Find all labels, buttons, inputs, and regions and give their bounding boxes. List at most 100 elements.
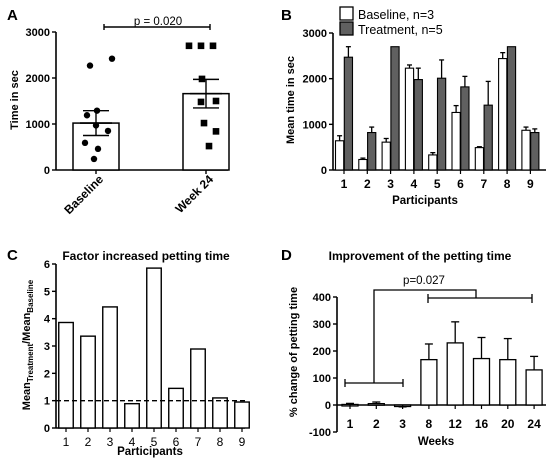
panel-b-bar-baseline [404,67,415,171]
panel-b-bar-baseline [358,158,368,171]
panel-a-y-tick-label: 0 [44,165,50,177]
panel-b-bar-treatment [390,46,400,171]
panel-d-y-tick-label: 300 [313,319,331,331]
panel-b-letter: B [281,7,292,24]
panel-a-point-baseline [81,139,89,147]
panel-d-y-tick-label: 0 [325,400,331,412]
panel-d-bar [499,358,517,406]
panel-d-x-tick-label: 20 [501,417,515,431]
panel-c-bar [146,267,162,429]
panel-c-y-tick-label: 0 [44,423,50,435]
panel-d-bar [367,402,385,406]
panel-a-point-week24 [212,97,220,105]
panel-c-letter: C [7,247,18,264]
panel-c-y-tick-label: 4 [44,314,51,326]
panel-b: Mean time in sec Participants Baseline, … [285,6,546,207]
panel-d-y-tick-label: 100 [313,373,331,385]
panel-a-point-baseline [90,155,98,163]
panel-d-bar [420,358,438,406]
panel-c-y-tick-label: 5 [44,286,50,298]
panel-d-x-tick-label: 2 [373,417,380,431]
panel-c-y-tick-label: 1 [44,396,50,408]
panel-a-point-baseline [92,122,100,129]
panel-b-y-tick-label: 3000 [303,28,327,40]
panel-d-group-bracket-late [427,294,533,303]
panel-a-point-week24 [209,42,217,50]
panel-d-bar [472,357,491,406]
panel-d-y-tick-label: 400 [313,292,331,304]
panel-d-x-tick-label: 16 [475,417,489,431]
panel-a: Time in sec p = 0.020 0 1000 2000 3000 Basel… [9,16,230,217]
panel-a-y-tick-label: 1000 [26,119,50,131]
panel-c-x-tick-label: 6 [173,435,180,449]
panel-c-title: Factor increased petting time [62,249,230,263]
panel-c: Factor increased petting time MeanTreatm… [21,249,250,458]
panel-b-bar-treatment [530,132,540,171]
legend-swatch-treatment [339,21,354,36]
panel-a-point-week24 [205,142,213,150]
panel-b-bar-baseline [381,141,391,171]
panel-c-x-tick-label: 1 [63,435,70,449]
panel-a-point-week24 [197,42,205,50]
panel-a-point-week24 [198,75,206,83]
panel-c-bar [80,335,96,429]
panel-b-bar-treatment [343,56,354,171]
panel-a-point-baseline [108,55,116,62]
panel-c-bar [190,348,206,429]
panel-d-x-tick-label: 24 [527,417,541,431]
panel-b-y-tick-label: 0 [321,165,327,177]
panel-a-y-tick-label: 2000 [26,73,50,85]
panel-c-y-tick-label: 2 [44,368,50,380]
panel-b-bar-treatment [367,132,377,171]
panel-d: Improvement of the petting time % change… [288,249,546,448]
legend-label-baseline: Baseline, n=3 [358,8,434,22]
panel-d-y-tick-label: -100 [309,427,331,439]
panel-d-y-tick-label: 200 [313,346,331,358]
panel-a-annotation: p = 0.020 [134,16,182,28]
panel-c-bar [168,387,184,429]
panel-c-x-tick-label: 9 [239,435,246,449]
panel-c-x-tick-label: 4 [129,435,136,449]
legend-label-treatment: Treatment, n=5 [358,23,443,37]
panel-d-x-tick-label: 8 [426,417,433,431]
panel-a-letter: A [7,7,18,24]
panel-a-y-tick-label: 3000 [26,27,50,39]
panel-b-x-tick-label: 7 [480,177,487,191]
panel-d-ylabel: % change of petting time [288,287,300,417]
panel-b-bar-treatment [460,86,470,171]
panel-d-x-tick-label: 3 [399,417,406,431]
panel-d-bar [446,342,464,406]
panel-b-bar-treatment [506,46,517,171]
panel-b-bar-baseline [334,140,345,171]
panel-a-point-week24 [197,98,205,106]
panel-b-x-tick-label: 1 [341,177,348,191]
panel-d-annotation: p=0.027 [403,275,445,287]
panel-a-point-week24 [200,119,208,127]
panel-b-bar-treatment [413,79,423,171]
panel-b-x-tick-label: 9 [527,177,534,191]
panel-a-point-baseline [83,112,91,119]
panel-c-y-tick-label: 6 [44,259,50,271]
panel-b-y-tick-label: 1000 [303,119,327,131]
panel-c-bar [102,306,118,429]
panel-c-y-tick-label: 3 [44,341,50,353]
panel-c-x-tick-label: 5 [151,435,158,449]
panel-b-x-tick-label: 8 [504,177,511,191]
panel-d-letter: D [281,247,292,264]
panel-c-ylabel: MeanTreatment/MeanBaseline [21,279,35,410]
panel-d-significance-bracket [373,289,477,383]
panel-b-x-tick-label: 6 [457,177,464,191]
panel-b-x-tick-label: 4 [411,177,418,191]
panel-a-x-tick-label: Week 24 [172,172,216,216]
panel-c-bar [212,397,228,429]
panel-b-bar-baseline [428,154,438,171]
panel-b-xlabel: Participants [392,195,458,207]
panel-c-bar [124,402,140,429]
panel-b-bar-baseline [521,129,531,171]
panel-a-significance-bracket [103,24,211,30]
panel-c-x-tick-label: 2 [85,435,92,449]
panel-c-bar [58,321,74,429]
panel-b-x-tick-label: 5 [434,177,441,191]
panel-c-x-tick-label: 3 [107,435,114,449]
